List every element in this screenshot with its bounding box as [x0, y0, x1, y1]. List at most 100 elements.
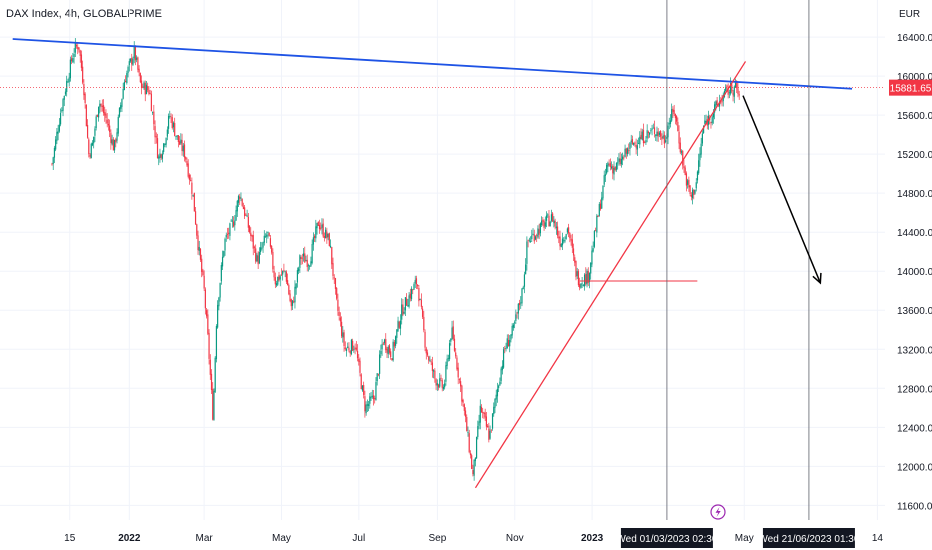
projection-arrow-head — [812, 272, 822, 285]
candle-body — [295, 283, 297, 289]
candle-body — [283, 269, 285, 271]
candle-body — [174, 122, 176, 136]
candle-body — [451, 327, 453, 340]
candle-body — [115, 139, 117, 143]
candle-body — [655, 134, 657, 136]
candle-body — [404, 297, 407, 311]
candle-body — [428, 356, 430, 361]
candle-body — [360, 374, 362, 390]
candle-body — [73, 54, 75, 57]
candle-body — [345, 348, 348, 351]
candle-body — [326, 231, 328, 239]
candle-body — [336, 287, 338, 299]
crosshair-date-label: Wed 21/06/2023 01:30 — [758, 534, 859, 545]
candle-body — [437, 384, 440, 388]
candle-body — [93, 136, 95, 144]
candle-body — [253, 246, 256, 248]
candle-body — [489, 430, 491, 439]
candle-body — [556, 226, 559, 236]
candle-body — [571, 239, 573, 248]
candle-body — [538, 229, 540, 235]
candle-body — [334, 278, 337, 289]
candle-body — [91, 142, 94, 146]
candle-body — [88, 139, 90, 155]
candle-body — [118, 107, 121, 117]
candle-body — [236, 200, 238, 212]
candle-body — [687, 180, 689, 185]
last-price-label: 15881.65 — [890, 84, 932, 95]
candle-body — [241, 199, 243, 206]
candle-body — [84, 93, 86, 103]
candle-body — [553, 220, 555, 224]
candle-body — [225, 235, 227, 238]
x-tick-label: Mar — [196, 533, 214, 544]
candle-body — [380, 350, 382, 355]
candle-body — [410, 288, 413, 300]
candle-body — [466, 417, 468, 432]
candle-body — [140, 80, 143, 88]
candle-body — [613, 167, 615, 175]
candle-body — [420, 299, 422, 307]
candle-body — [69, 59, 71, 79]
candle-body — [255, 248, 257, 262]
candle-body — [649, 132, 651, 135]
candle-body — [224, 238, 226, 251]
candle-body — [479, 405, 481, 423]
candle-body — [62, 99, 64, 111]
candle-body — [656, 131, 658, 136]
candle-body — [662, 135, 664, 138]
candle-body — [77, 46, 79, 50]
candle-body — [267, 231, 269, 233]
candle-body — [620, 158, 622, 165]
candle-body — [559, 236, 561, 247]
candle-body — [86, 124, 89, 138]
candle-body — [429, 360, 431, 361]
support-trendline — [474, 61, 747, 489]
candle-body — [507, 340, 510, 347]
candle-body — [94, 128, 96, 136]
candle-body — [158, 156, 160, 159]
candle-body — [210, 373, 213, 390]
candle-body — [352, 340, 354, 351]
candle-body — [163, 143, 165, 152]
candle-body — [473, 459, 475, 476]
candle-body — [394, 336, 397, 346]
candle-body — [478, 421, 480, 426]
candle-body — [72, 58, 74, 63]
candle-body — [147, 86, 149, 91]
candle-body — [328, 233, 330, 247]
candle-body — [320, 227, 322, 229]
candle-body — [96, 114, 98, 117]
candle-body — [233, 221, 235, 227]
candle-body — [381, 344, 383, 350]
candle-body — [57, 131, 59, 134]
candle-body — [689, 185, 691, 195]
candle-body — [367, 404, 370, 406]
currency-label: EUR — [899, 9, 920, 20]
candle-body — [472, 470, 474, 475]
candle-body — [109, 125, 111, 133]
y-tick-label: 12800.00 — [897, 384, 932, 395]
candle-body — [606, 164, 608, 174]
candle-body — [74, 43, 76, 53]
candle-body — [737, 88, 739, 94]
candle-body — [439, 378, 441, 387]
candle-body — [433, 370, 435, 372]
candle-body — [82, 66, 84, 83]
candle-body — [710, 122, 712, 123]
candle-body — [284, 271, 286, 272]
candle-body — [617, 162, 619, 164]
candle-body — [121, 98, 123, 107]
candle-body — [299, 255, 301, 268]
candle-body — [305, 260, 307, 261]
candle-body — [202, 270, 204, 276]
candle-body — [467, 432, 469, 434]
candle-body — [372, 395, 375, 400]
candle-body — [377, 374, 380, 376]
candle-body — [488, 428, 490, 440]
candle-body — [203, 275, 205, 289]
candle-body — [623, 157, 625, 159]
candle-body — [409, 293, 411, 299]
candle-body — [282, 270, 284, 275]
